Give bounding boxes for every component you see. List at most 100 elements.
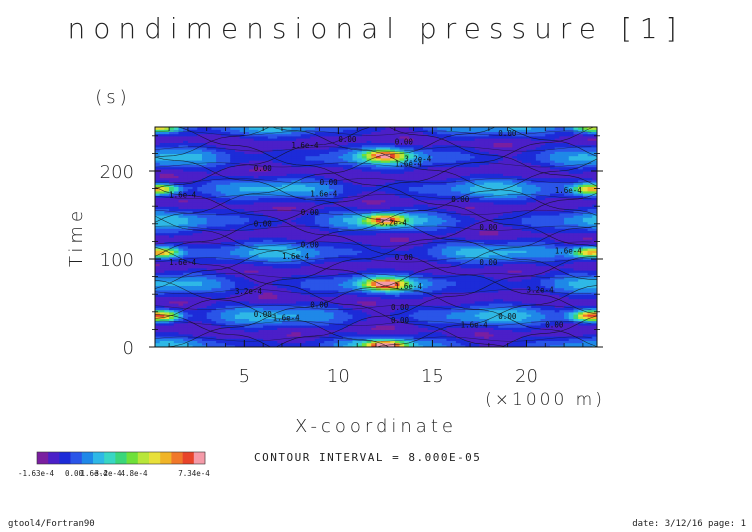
heat-cell xyxy=(305,331,311,335)
heat-cell xyxy=(187,336,194,339)
heat-cell xyxy=(173,234,180,238)
heat-cell xyxy=(352,157,358,161)
heat-cell xyxy=(286,142,292,146)
heat-cell xyxy=(253,188,260,192)
heat-cell xyxy=(361,296,368,300)
heat-cell xyxy=(159,215,165,218)
heat-cell xyxy=(230,208,236,212)
heat-cell xyxy=(202,314,208,317)
heat-cell xyxy=(258,166,264,170)
heat-cell xyxy=(239,131,245,135)
heat-cell xyxy=(234,340,241,344)
heat-cell xyxy=(376,217,382,220)
heat-cell xyxy=(343,140,349,143)
heat-cell xyxy=(277,215,283,218)
heat-cell xyxy=(272,175,278,179)
heat-cell xyxy=(333,298,339,302)
heat-cell xyxy=(272,331,278,335)
heat-cell xyxy=(291,278,297,282)
heat-cell xyxy=(197,204,203,207)
heat-cell xyxy=(281,300,288,304)
heat-cell xyxy=(155,248,161,251)
heat-cell xyxy=(155,261,161,264)
heat-cell xyxy=(272,168,278,172)
heat-cell xyxy=(230,212,236,216)
heat-cell xyxy=(159,281,165,284)
heat-cell xyxy=(239,184,245,187)
heat-cell xyxy=(291,127,297,130)
heat-cell xyxy=(263,283,269,286)
heat-cell xyxy=(164,195,170,198)
heat-cell xyxy=(314,184,321,187)
heat-cell xyxy=(206,151,213,154)
heat-cell xyxy=(385,186,391,190)
heat-cell xyxy=(225,188,231,192)
heat-cell xyxy=(310,292,316,295)
heat-cell xyxy=(305,155,311,159)
heat-cell xyxy=(296,135,302,139)
heat-cell xyxy=(277,140,283,143)
heat-cell xyxy=(230,164,236,168)
heat-cell xyxy=(319,250,325,253)
heat-cell xyxy=(328,217,335,220)
heat-cell xyxy=(272,162,278,165)
heat-cell xyxy=(202,149,208,152)
heat-cell xyxy=(366,230,372,234)
heat-cell xyxy=(155,131,161,135)
heat-cell xyxy=(169,234,175,238)
heat-cell xyxy=(319,248,325,251)
heat-cell xyxy=(305,316,311,319)
heat-cell xyxy=(371,248,377,251)
heat-cell xyxy=(187,210,194,214)
heat-cell xyxy=(159,232,165,236)
heat-cell xyxy=(324,144,330,148)
heat-cell xyxy=(211,149,217,152)
heat-cell xyxy=(361,265,368,269)
heat-cell xyxy=(328,283,335,286)
heat-cell xyxy=(253,248,260,251)
heat-cell xyxy=(263,149,269,152)
heat-cell xyxy=(192,206,198,209)
heat-cell xyxy=(357,340,363,344)
heat-cell xyxy=(197,298,203,302)
heat-cell xyxy=(155,215,161,218)
heat-cell xyxy=(267,316,274,319)
heat-cell xyxy=(338,168,344,172)
heat-cell xyxy=(258,340,264,344)
heat-cell xyxy=(197,278,203,282)
heat-cell xyxy=(347,259,354,262)
heat-cell xyxy=(244,261,250,264)
heat-cell xyxy=(314,217,321,220)
heat-cell xyxy=(220,182,227,185)
heat-cell xyxy=(338,316,344,319)
heat-cell xyxy=(234,305,241,308)
heat-cell xyxy=(220,160,227,163)
heat-cell xyxy=(338,336,344,339)
heat-cell xyxy=(173,149,180,152)
heat-cell xyxy=(249,329,255,333)
heat-cell xyxy=(192,329,198,333)
heat-cell xyxy=(159,320,165,324)
heat-cell xyxy=(220,221,227,225)
heat-cell xyxy=(310,270,316,273)
heat-cell xyxy=(314,314,321,317)
heat-cell xyxy=(296,190,302,194)
heat-cell xyxy=(178,168,184,172)
heat-cell xyxy=(305,127,311,130)
heat-cell xyxy=(347,344,354,347)
heat-cell xyxy=(230,215,236,218)
heat-cell xyxy=(286,289,292,293)
heat-cell xyxy=(371,195,377,198)
heat-cell xyxy=(361,221,368,225)
heat-cell xyxy=(361,219,368,223)
heat-cell xyxy=(286,199,292,203)
heat-cell xyxy=(211,309,217,313)
heat-cell xyxy=(187,204,194,207)
heat-cell xyxy=(338,144,344,148)
heat-cell xyxy=(183,294,189,297)
heat-cell xyxy=(376,331,382,335)
heat-cell xyxy=(300,265,307,269)
heat-cell xyxy=(263,186,269,190)
heat-cell xyxy=(328,316,335,319)
heat-cell xyxy=(173,173,180,176)
